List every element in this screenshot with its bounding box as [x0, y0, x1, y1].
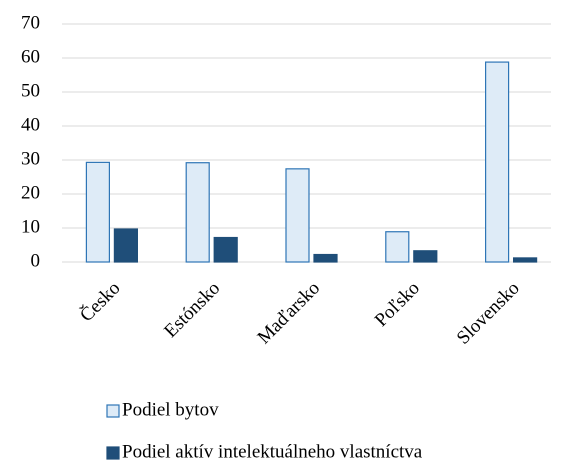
- bar: [213, 236, 238, 263]
- legend-label: Podiel bytov: [122, 399, 219, 420]
- y-tick-label: 40: [21, 114, 40, 135]
- bar: [485, 61, 510, 263]
- bar: [185, 162, 210, 263]
- y-tick-label: 30: [21, 148, 40, 169]
- bar: [313, 253, 338, 263]
- bar: [113, 228, 139, 263]
- bar: [512, 257, 538, 263]
- legend-swatch: [106, 446, 120, 460]
- x-tick-label: Poľsko: [371, 278, 424, 331]
- y-tick-label: 0: [31, 250, 41, 271]
- legend-swatch: [106, 404, 120, 418]
- y-tick-label: 50: [21, 80, 40, 101]
- legend-label: Podiel aktív intelektuálneho vlastníctva: [122, 441, 423, 462]
- bar: [413, 250, 438, 263]
- x-tick-label: Česko: [75, 277, 124, 326]
- bar: [85, 161, 111, 263]
- bar: [385, 231, 410, 263]
- y-tick-label: 60: [21, 46, 40, 67]
- y-tick-label: 10: [21, 216, 40, 237]
- x-tick-label: Maďarsko: [254, 278, 325, 349]
- x-tick-label: Slovensko: [453, 278, 524, 349]
- y-tick-label: 70: [21, 12, 40, 33]
- y-tick-label: 20: [21, 182, 40, 203]
- bar: [285, 168, 310, 263]
- x-tick-label: Estónsko: [160, 278, 224, 342]
